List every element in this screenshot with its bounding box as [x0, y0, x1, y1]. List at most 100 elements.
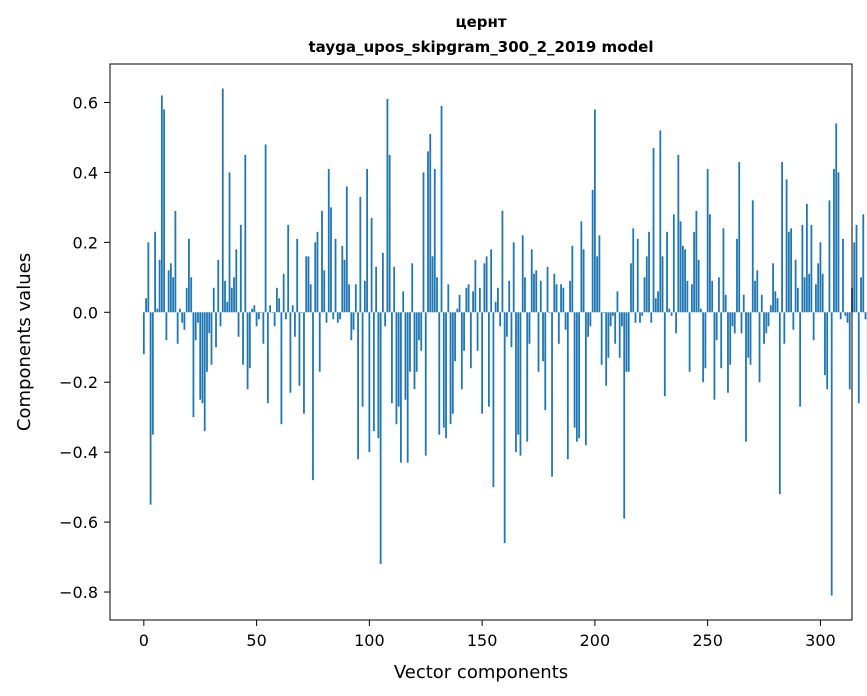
- bar-7: [158, 259, 161, 313]
- bar-186: [562, 287, 565, 313]
- bar-198: [589, 312, 592, 327]
- bar-105: [379, 312, 382, 565]
- bar-226: [652, 147, 655, 313]
- bar-55: [266, 312, 269, 404]
- bar-74: [309, 284, 312, 313]
- bar-240: [684, 249, 686, 313]
- bar-96: [359, 196, 362, 313]
- bar-151: [483, 263, 486, 313]
- bar-167: [519, 312, 522, 456]
- bar-292: [801, 224, 804, 313]
- bar-309: [839, 312, 842, 320]
- bar-239: [681, 245, 684, 313]
- bar-107: [384, 312, 387, 327]
- bar-103: [375, 266, 378, 313]
- bar-220: [639, 312, 641, 323]
- bar-193: [578, 312, 580, 439]
- bar-279: [772, 263, 774, 313]
- bar-203: [600, 312, 603, 365]
- bar-218: [634, 312, 637, 323]
- x-axis-label: Vector components: [394, 662, 568, 683]
- bar-131: [438, 312, 441, 435]
- bar-185: [560, 284, 562, 313]
- bar-111: [393, 266, 396, 313]
- bar-272: [756, 270, 759, 313]
- bar-142: [463, 312, 465, 351]
- bar-30: [210, 312, 213, 365]
- bar-25: [199, 312, 202, 400]
- bar-171: [528, 312, 531, 344]
- bar-284: [783, 312, 786, 344]
- bar-249: [704, 312, 707, 369]
- bar-283: [781, 161, 783, 313]
- bar-208: [612, 312, 614, 316]
- bar-153: [487, 312, 490, 407]
- bar-136: [449, 312, 452, 425]
- bar-24: [197, 312, 199, 323]
- bar-67: [294, 312, 296, 337]
- bar-294: [805, 203, 808, 313]
- bar-200: [593, 109, 596, 313]
- bar-29: [208, 312, 211, 334]
- bar-9: [163, 109, 166, 313]
- bar-255: [718, 277, 720, 313]
- bar-196: [584, 312, 587, 446]
- bar-127: [429, 133, 432, 313]
- bar-224: [648, 231, 650, 313]
- bar-144: [467, 284, 470, 313]
- bar-312: [846, 312, 849, 323]
- bar-210: [616, 291, 619, 313]
- bar-233: [668, 308, 671, 313]
- bar-271: [754, 280, 756, 313]
- bar-299: [817, 263, 820, 313]
- bar-178: [544, 312, 547, 411]
- bar-317: [857, 312, 860, 404]
- bar-170: [526, 312, 529, 442]
- bar-57: [271, 312, 274, 313]
- bar-302: [824, 312, 826, 376]
- bar-146: [472, 291, 474, 313]
- bar-319: [862, 214, 865, 313]
- bar-260: [729, 312, 732, 365]
- bar-11: [167, 270, 170, 313]
- bar-87: [339, 312, 341, 320]
- bar-177: [542, 312, 544, 362]
- chart-title-line-2: tayga_upos_skipgram_300_2_2019 model: [309, 38, 654, 56]
- y-tick-label: −0.4: [59, 443, 98, 462]
- bar-243: [690, 284, 693, 313]
- bar-293: [803, 277, 806, 313]
- bar-280: [774, 291, 777, 313]
- bar-143: [465, 287, 468, 313]
- bar-263: [736, 238, 738, 313]
- chart-title-line-1: цернт: [455, 13, 506, 31]
- bar-145: [469, 312, 472, 369]
- bar-289: [794, 259, 797, 313]
- x-tick-label: 200: [580, 631, 611, 650]
- x-tick-label: 150: [467, 631, 498, 650]
- bar-10: [165, 312, 168, 341]
- bar-315: [853, 242, 856, 313]
- bar-184: [557, 312, 560, 344]
- plot-area-frame: [109, 63, 853, 621]
- bar-82: [327, 168, 330, 313]
- bar-234: [670, 312, 673, 316]
- bar-175: [537, 312, 540, 372]
- bar-202: [598, 235, 601, 313]
- bar-97: [361, 312, 364, 407]
- bar-158: [499, 312, 502, 327]
- bar-166: [517, 312, 520, 435]
- bar-104: [377, 312, 380, 439]
- bar-313: [848, 312, 851, 390]
- bar-250: [706, 168, 709, 313]
- bar-5: [154, 231, 156, 313]
- bar-50: [255, 312, 258, 327]
- bar-134: [445, 312, 447, 439]
- bar-207: [609, 312, 612, 327]
- bar-212: [621, 312, 623, 327]
- bar-33: [217, 259, 220, 313]
- bar-88: [341, 245, 344, 313]
- bar-59: [275, 287, 278, 313]
- bar-66: [291, 305, 294, 313]
- bar-102: [372, 312, 375, 432]
- bar-37: [226, 301, 229, 313]
